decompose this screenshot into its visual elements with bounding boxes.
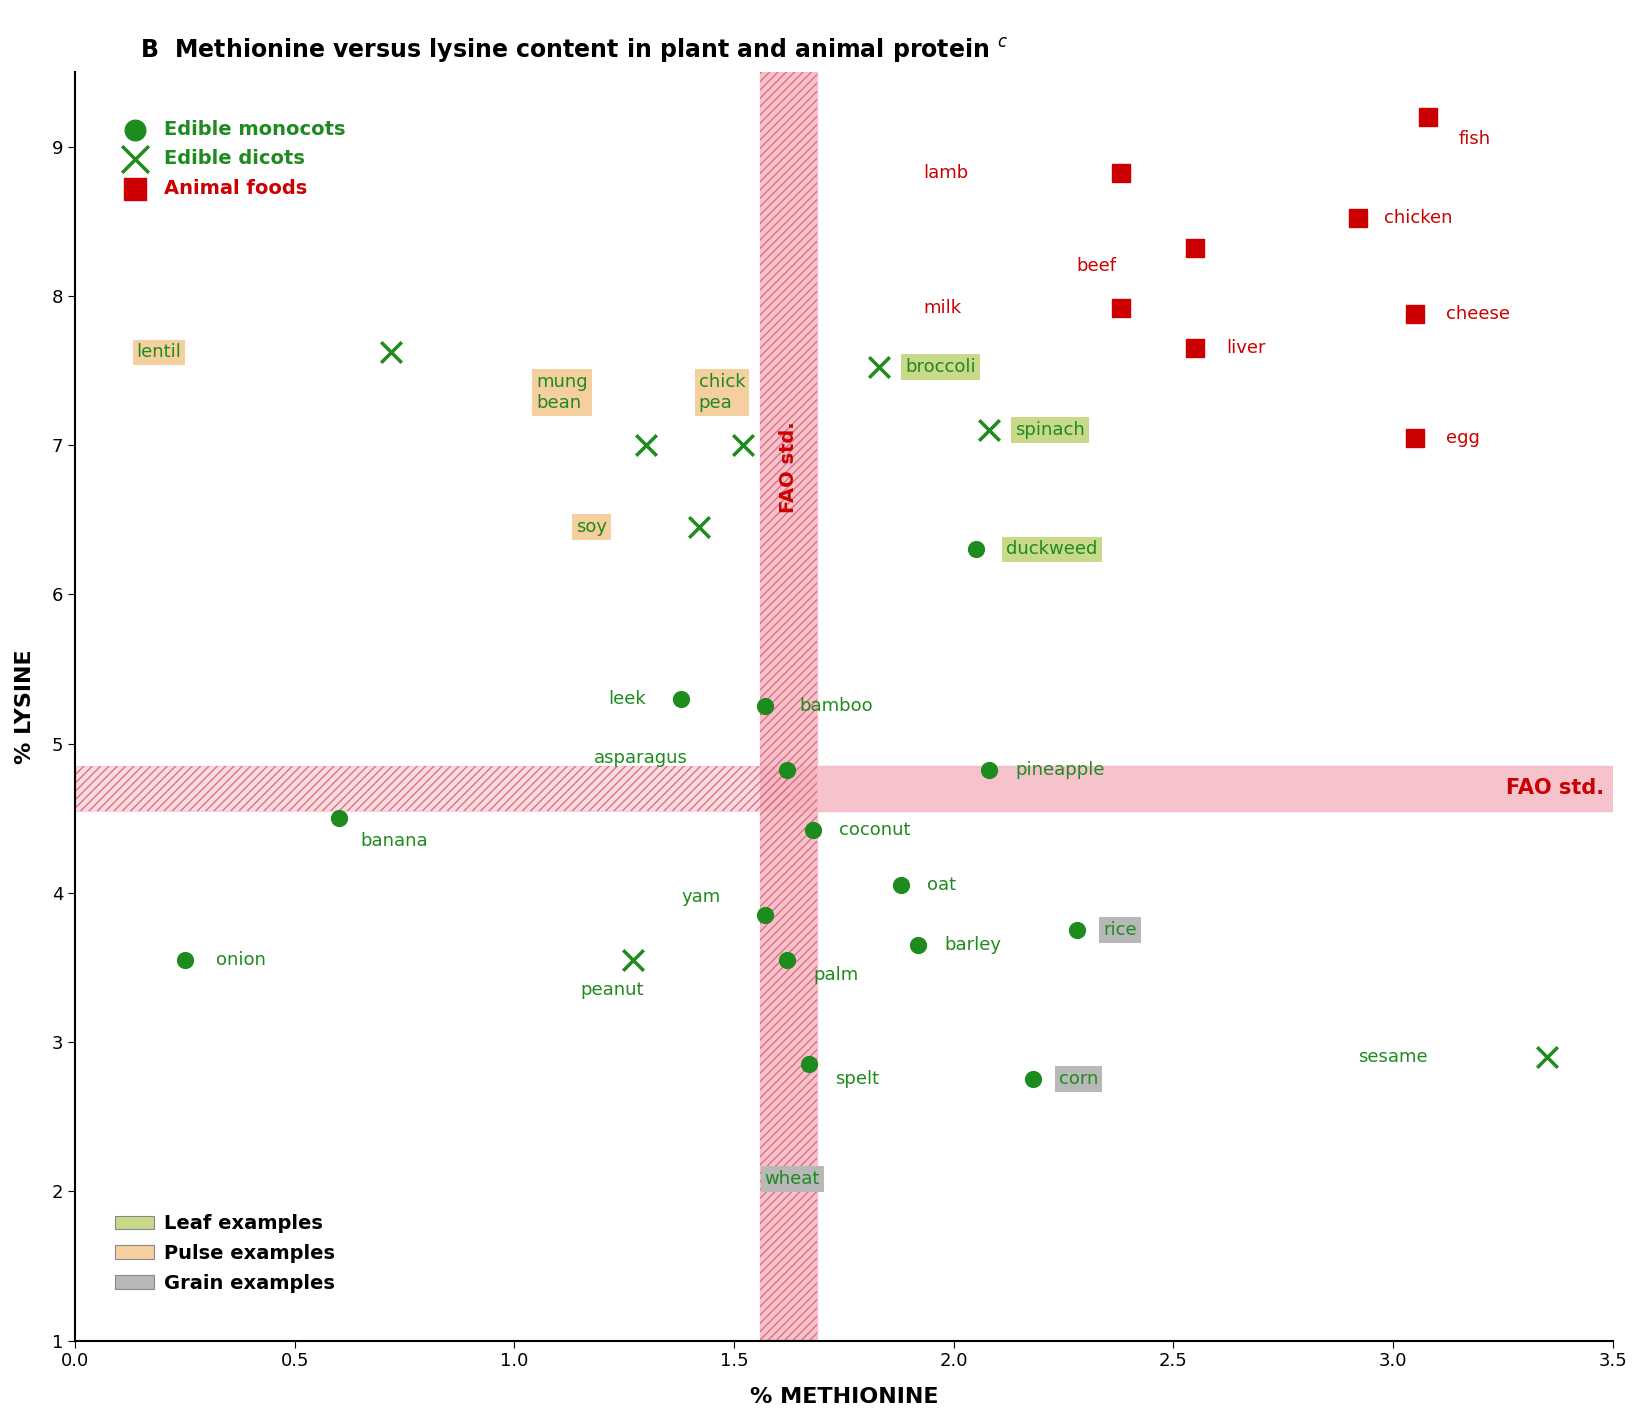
Point	[686, 516, 713, 539]
Point	[752, 695, 778, 718]
Text: liver: liver	[1227, 338, 1266, 357]
Text: broccoli: broccoli	[905, 358, 975, 377]
Point	[1107, 296, 1133, 319]
Text: pineapple: pineapple	[1015, 761, 1105, 779]
Text: fish: fish	[1458, 129, 1491, 148]
Text: asparagus: asparagus	[593, 749, 688, 768]
Text: chicken: chicken	[1384, 209, 1453, 228]
Text: chick
pea: chick pea	[699, 374, 745, 412]
Bar	[76, 766, 788, 811]
Point	[905, 934, 931, 957]
Point	[1064, 919, 1090, 941]
Point	[1534, 1045, 1560, 1068]
Bar	[76, 766, 788, 811]
Point	[1182, 337, 1209, 360]
Text: palm: palm	[813, 966, 859, 984]
Text: corn: corn	[1059, 1071, 1098, 1088]
Text: oat: oat	[928, 876, 956, 894]
Text: banana: banana	[361, 832, 429, 849]
X-axis label: % METHIONINE: % METHIONINE	[749, 1386, 938, 1406]
Text: coconut: coconut	[839, 820, 911, 839]
Text: egg: egg	[1445, 428, 1479, 447]
Bar	[788, 766, 1612, 811]
Text: barley: barley	[944, 936, 1002, 954]
Text: lamb: lamb	[923, 165, 969, 182]
Bar	[760, 73, 818, 1341]
Point	[1345, 206, 1371, 229]
Text: rice: rice	[1103, 921, 1136, 939]
Point	[975, 759, 1002, 782]
Point	[1020, 1068, 1046, 1091]
Text: B  Methionine versus lysine content in plant and animal protein $^c$: B Methionine versus lysine content in pl…	[140, 36, 1008, 64]
Text: spelt: spelt	[836, 1071, 878, 1088]
Point	[773, 1165, 800, 1187]
Point	[668, 687, 695, 710]
Point	[1107, 162, 1133, 185]
Text: FAO std.: FAO std.	[780, 421, 798, 513]
Point	[975, 418, 1002, 441]
Point	[172, 948, 199, 971]
Y-axis label: % LYSINE: % LYSINE	[15, 648, 34, 764]
Point	[888, 875, 915, 897]
Point	[752, 904, 778, 927]
Text: peanut: peanut	[580, 981, 644, 998]
Text: leek: leek	[608, 690, 645, 708]
Point	[1402, 427, 1429, 449]
Point	[795, 1054, 821, 1076]
Point	[962, 538, 988, 560]
Text: spinach: spinach	[1015, 421, 1085, 439]
Legend: Leaf examples, Pulse examples, Grain examples: Leaf examples, Pulse examples, Grain exa…	[115, 1214, 335, 1293]
Text: onion: onion	[215, 951, 266, 968]
Text: milk: milk	[923, 299, 961, 317]
Point	[378, 341, 404, 364]
Text: sesame: sesame	[1358, 1048, 1427, 1066]
Text: mung
bean: mung bean	[537, 374, 588, 412]
Text: yam: yam	[681, 889, 721, 906]
Point	[773, 759, 800, 782]
Text: beef: beef	[1077, 257, 1117, 274]
Point	[325, 806, 351, 829]
Point	[729, 434, 755, 456]
Text: duckweed: duckweed	[1007, 540, 1098, 559]
Text: FAO std.: FAO std.	[1506, 778, 1604, 798]
Point	[773, 948, 800, 971]
Point	[619, 948, 645, 971]
Point	[865, 356, 892, 378]
Text: cheese: cheese	[1445, 304, 1509, 323]
Text: lentil: lentil	[136, 344, 181, 361]
Text: bamboo: bamboo	[800, 697, 874, 715]
Bar	[760, 73, 818, 1341]
Point	[800, 819, 826, 842]
Text: soy: soy	[576, 518, 608, 536]
Text: wheat: wheat	[765, 1170, 819, 1189]
Point	[1415, 105, 1442, 128]
Point	[1182, 236, 1209, 259]
Point	[1402, 303, 1429, 326]
Point	[632, 434, 658, 456]
